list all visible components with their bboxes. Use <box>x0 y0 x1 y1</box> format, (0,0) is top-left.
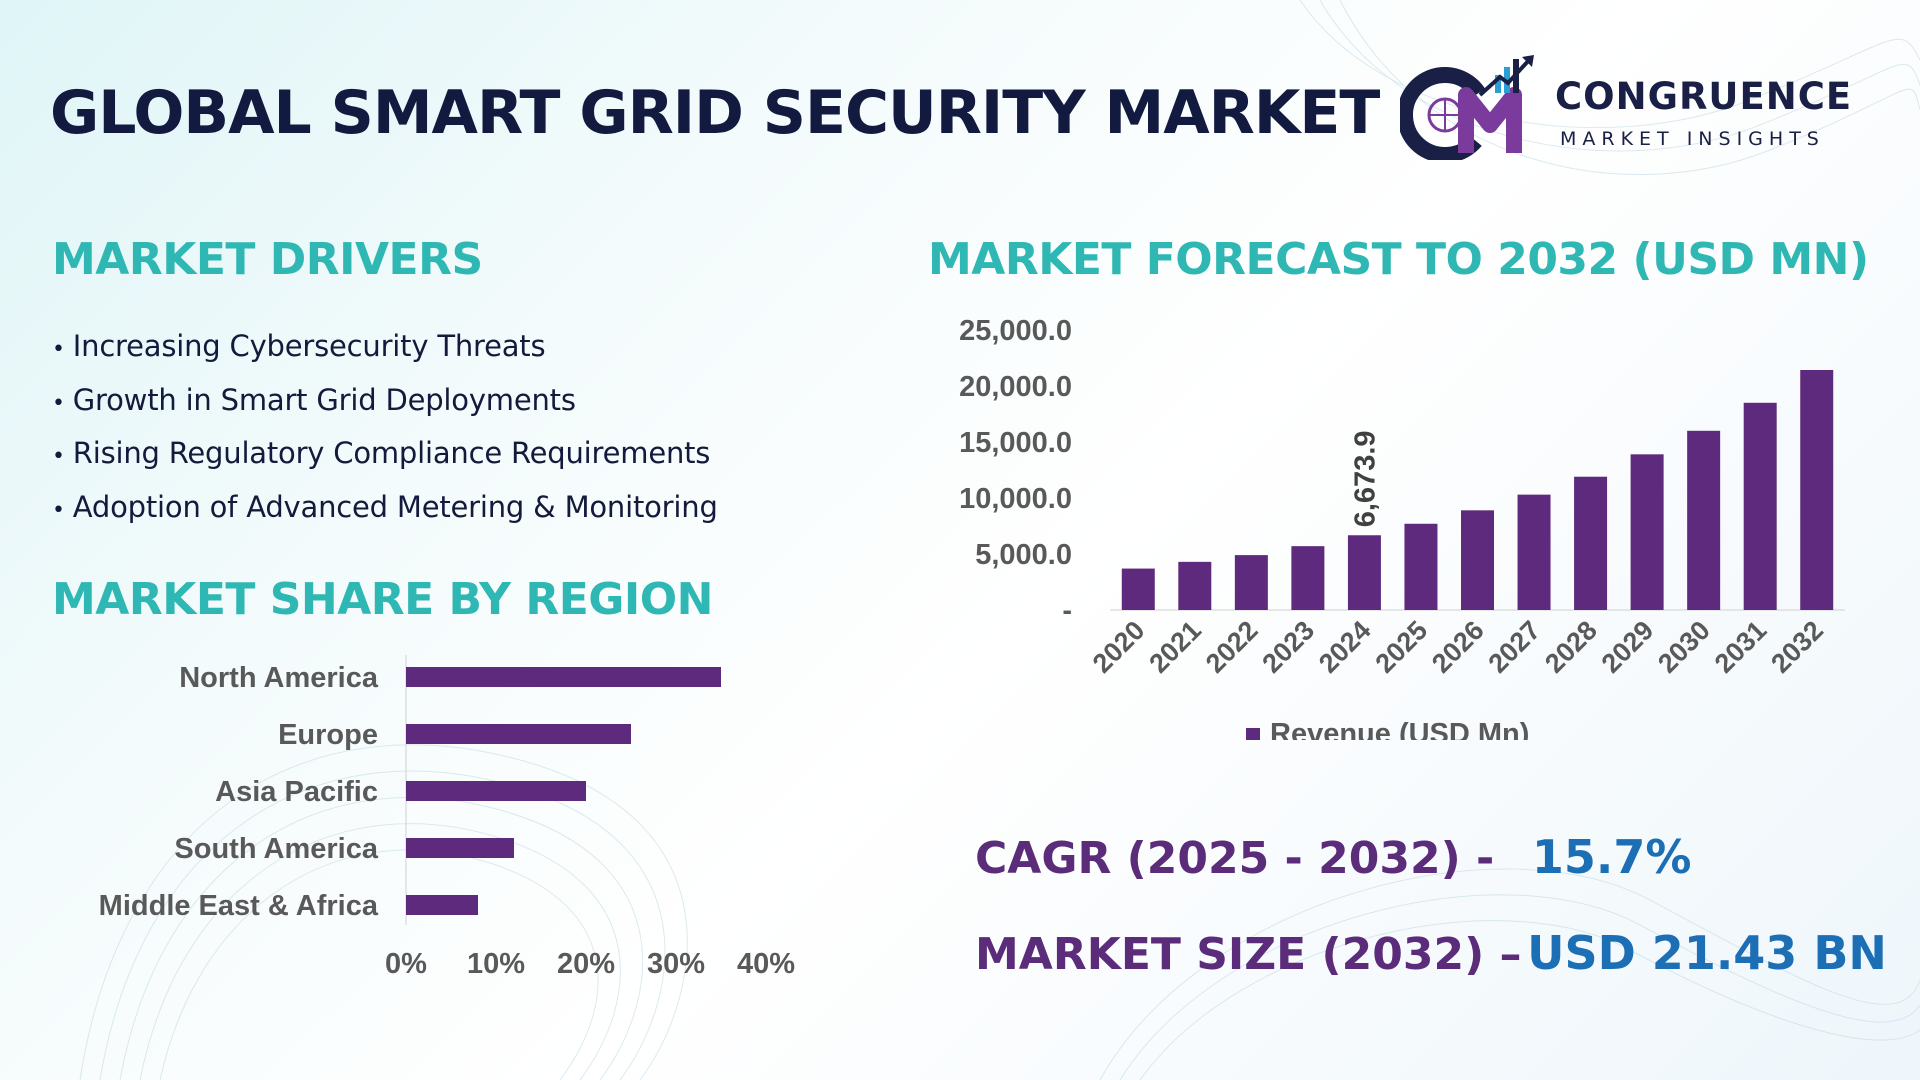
bar <box>406 838 514 858</box>
tick-label: 10% <box>467 948 525 980</box>
bar <box>406 724 631 744</box>
logo-mark-icon <box>1400 55 1534 160</box>
legend-label: Revenue (USD Mn) <box>1270 718 1529 740</box>
bar <box>1574 476 1608 610</box>
tick-label: - <box>1062 595 1072 627</box>
bar <box>1743 402 1777 610</box>
category-label: 2020 <box>1087 615 1151 679</box>
drivers-heading: MARKET DRIVERS <box>52 234 483 285</box>
category-label: 2032 <box>1765 615 1829 679</box>
region-chart-title: MARKET SHARE BY REGION <box>52 574 714 625</box>
region-share-chart: North America Europe Asia Pacific South Ame… <box>99 655 795 980</box>
bar <box>1630 454 1664 610</box>
bar <box>1687 430 1721 610</box>
tick-label: 5,000.0 <box>975 539 1072 571</box>
logo-tagline: MARKET INSIGHTS <box>1560 128 1825 150</box>
logo-name: CONGRUENCE <box>1555 75 1853 118</box>
driver-item: • Increasing Cybersecurity Threats <box>52 320 718 374</box>
bar <box>1291 546 1325 610</box>
category-label: 2021 <box>1143 615 1207 679</box>
tick-label: 10,000.0 <box>959 483 1072 515</box>
category-label: 2026 <box>1426 615 1490 679</box>
category-label: 2025 <box>1370 615 1434 679</box>
bar <box>406 781 586 801</box>
bullet-icon: • <box>52 444 65 469</box>
category-label: 2027 <box>1483 615 1547 679</box>
category-label: Middle East & Africa <box>99 890 379 922</box>
category-label: 2022 <box>1200 615 1264 679</box>
forecast-chart-title: MARKET FORECAST TO 2032 (USD MN) <box>928 234 1869 285</box>
bar <box>1347 535 1381 610</box>
category-label: Asia Pacific <box>215 776 378 808</box>
category-label: 2029 <box>1596 615 1660 679</box>
driver-text: Growth in Smart Grid Deployments <box>72 382 576 417</box>
cagr-stat: CAGR (2025 - 2032) - 15.7% <box>975 830 1691 884</box>
tick-label: 40% <box>737 948 795 980</box>
category-label: Europe <box>278 719 378 751</box>
category-label: 2023 <box>1256 615 1320 679</box>
legend-swatch <box>1246 728 1260 740</box>
drivers-list: • Increasing Cybersecurity Threats • Growt… <box>52 320 718 534</box>
cagr-value: 15.7% <box>1531 830 1692 884</box>
tick-label: 20% <box>557 948 615 980</box>
category-label: 2024 <box>1313 615 1377 679</box>
bar <box>406 667 721 687</box>
driver-item: • Growth in Smart Grid Deployments <box>52 374 718 428</box>
page-title: GLOBAL SMART GRID SECURITY MARKET <box>50 78 1380 148</box>
bullet-icon: • <box>52 337 65 362</box>
category-label: North America <box>179 662 379 694</box>
tick-label: 20,000.0 <box>959 371 1072 403</box>
category-label: 2028 <box>1539 615 1603 679</box>
category-label: 2030 <box>1652 615 1716 679</box>
driver-item: • Rising Regulatory Compliance Requiremen… <box>52 427 718 481</box>
driver-text: Increasing Cybersecurity Threats <box>72 329 546 363</box>
bar <box>1461 510 1494 610</box>
bar <box>1121 568 1155 610</box>
data-label: 6,673.9 <box>1349 430 1381 527</box>
market-size-stat: MARKET SIZE (2032) – USD 21.43 BN <box>975 926 1887 980</box>
market-size-value: USD 21.43 BN <box>1527 926 1887 980</box>
tick-label: 25,000.0 <box>959 315 1072 347</box>
bar <box>1517 494 1551 610</box>
bar <box>1800 369 1834 610</box>
bullet-icon: • <box>52 497 65 523</box>
bar <box>406 895 478 915</box>
category-label: 2031 <box>1709 615 1773 679</box>
company-logo: CONGRUENCE MARKET INSIGHTS <box>1400 55 1870 160</box>
tick-label: 30% <box>647 948 705 980</box>
bar <box>1404 523 1438 610</box>
tick-label: 0% <box>385 948 427 980</box>
cagr-label: CAGR (2025 - 2032) - <box>975 833 1495 884</box>
bullet-icon: • <box>52 390 65 416</box>
driver-text: Adoption of Advanced Metering & Monitori… <box>72 489 718 524</box>
bar <box>1234 555 1268 610</box>
driver-text: Rising Regulatory Compliance Requirement… <box>72 436 711 470</box>
forecast-chart: - 5,000.0 10,000.0 15,000.0 20,000.0 25,000.0… <box>959 315 1845 740</box>
category-label: South America <box>174 833 378 865</box>
tick-label: 15,000.0 <box>959 427 1072 459</box>
market-size-label: MARKET SIZE (2032) – <box>975 929 1522 980</box>
bar <box>1178 561 1212 610</box>
driver-item: • Adoption of Advanced Metering & Monitor… <box>52 481 718 535</box>
